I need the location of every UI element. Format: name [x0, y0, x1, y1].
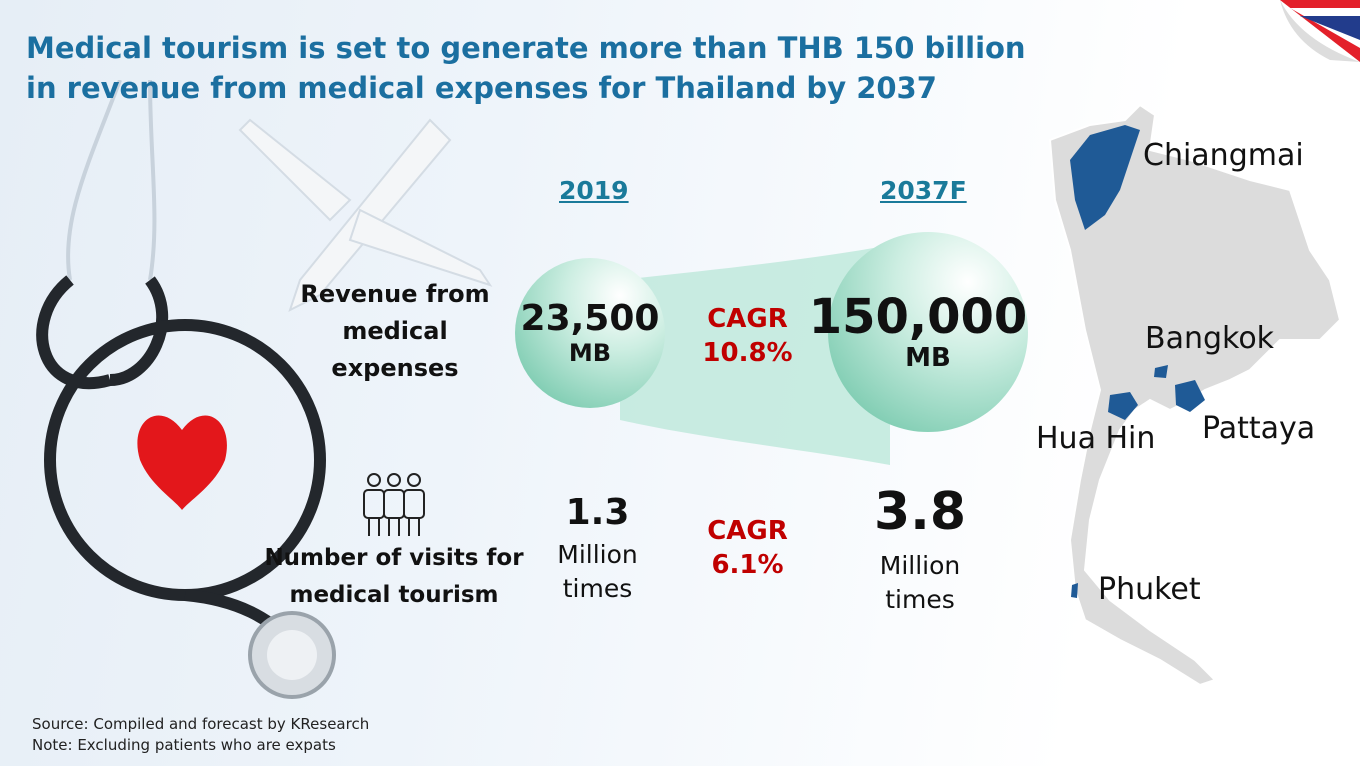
revenue-label: Revenue from medical expenses [300, 280, 490, 382]
airplane-icon [238, 118, 493, 312]
thailand-map [1048, 103, 1342, 687]
map-label-pattaya: Pattaya [1202, 411, 1316, 446]
year-2037f: 2037F [880, 176, 967, 205]
revenue-cagr: CAGR 10.8% [690, 302, 805, 370]
map-label-phuket: Phuket [1098, 572, 1201, 607]
revenue-2019-unit: MB [568, 339, 612, 367]
source-note: Source: Compiled and forecast by KResear… [32, 715, 370, 733]
revenue-2019-circle: 23,500 MB [515, 258, 665, 408]
pattaya-region [1175, 380, 1205, 412]
visits-2037-unit: Million times [879, 551, 961, 614]
heart-icon [137, 415, 227, 510]
cagr-label: CAGR [707, 304, 788, 334]
growth-connector [620, 245, 890, 465]
bangkok-region [1154, 365, 1168, 378]
visits-label: Number of visits for medical tourism [264, 545, 524, 608]
visits-2019-unit: Million times [557, 540, 638, 603]
map-label-hua-hin: Hua Hin [1036, 421, 1156, 456]
footer: Source: Compiled and forecast by KResear… [32, 714, 369, 756]
cagr-label: CAGR [707, 516, 788, 546]
cagr-value: 10.8% [702, 338, 793, 368]
map-label-chiangmai: Chiangmai [1143, 138, 1304, 173]
visits-cagr: CAGR 6.1% [690, 514, 805, 582]
thailand-flag-icon [1280, 0, 1360, 62]
revenue-2037-unit: MB [905, 343, 951, 373]
cagr-value: 6.1% [711, 550, 784, 580]
visits-2037-value: 3.8 [873, 482, 967, 542]
stethoscope-heart-illustration [36, 80, 493, 699]
revenue-2037-circle: 150,000 MB [809, 232, 1028, 432]
revenue-2019-value: 23,500 [520, 298, 660, 339]
hua-hin-region [1108, 392, 1138, 420]
chiangmai-region [1070, 125, 1140, 230]
stethoscope-tube-icon [66, 80, 122, 281]
page-title: Medical tourism is set to generate more … [26, 31, 1026, 105]
exclusion-note: Note: Excluding patients who are expats [32, 736, 336, 754]
year-2019: 2019 [559, 176, 629, 205]
people-icon [363, 473, 425, 536]
map-label-bangkok: Bangkok [1145, 321, 1275, 356]
phuket-region [1071, 583, 1078, 598]
visits-2019-value: 1.3 [565, 492, 630, 533]
revenue-2037-value: 150,000 [808, 289, 1028, 345]
